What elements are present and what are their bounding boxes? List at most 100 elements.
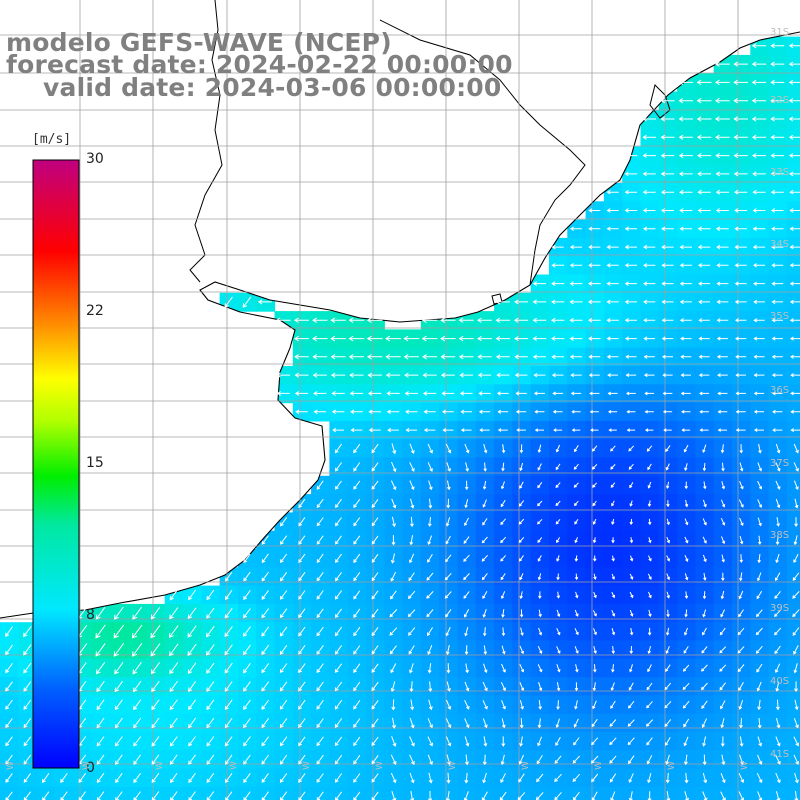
- wind-arrow: [538, 682, 543, 692]
- wind-arrow: [298, 608, 306, 619]
- wind-arrow: [463, 609, 470, 618]
- wind-arrow: [625, 391, 636, 396]
- wind-arrow: [793, 462, 799, 472]
- wind-arrow: [643, 318, 656, 323]
- wind-arrow: [483, 736, 488, 747]
- wind-arrow: [574, 573, 579, 581]
- wind-arrow: [661, 299, 674, 305]
- wind-cell: [786, 567, 800, 587]
- wind-arrow: [334, 754, 343, 765]
- wind-arrow: [313, 391, 327, 396]
- wind-arrow: [422, 391, 437, 396]
- wind-arrow: [629, 573, 634, 580]
- wind-arrow: [477, 372, 492, 378]
- wind-arrow: [243, 608, 251, 619]
- wind-arrow: [589, 391, 600, 396]
- wind-arrow: [679, 263, 692, 268]
- wind-arrow: [482, 518, 488, 526]
- wind-arrow: [790, 354, 800, 359]
- wind-cell: [786, 658, 800, 678]
- wind-arrow: [570, 226, 582, 231]
- wind-arrow: [697, 208, 711, 213]
- wind-arrow: [573, 482, 579, 488]
- wind-arrow: [537, 500, 543, 507]
- wind-arrow: [316, 681, 324, 692]
- wind-arrow: [751, 134, 767, 140]
- wind-arrow: [391, 717, 397, 729]
- wind-arrow: [279, 644, 288, 655]
- wind-arrow: [481, 554, 488, 562]
- wind-arrow: [187, 625, 197, 638]
- wind-arrow: [624, 171, 638, 177]
- wind-arrow: [316, 645, 324, 655]
- wind-arrow: [665, 646, 670, 654]
- wind-arrow: [353, 553, 361, 563]
- wind-arrow: [114, 699, 123, 711]
- wind-arrow: [556, 627, 561, 636]
- wind-arrow: [441, 409, 454, 414]
- wind-arrow: [610, 482, 616, 488]
- wind-arrow: [794, 498, 799, 509]
- wind-arrow: [224, 773, 233, 783]
- wind-arrow: [500, 481, 505, 490]
- wind-arrow: [757, 517, 762, 527]
- wind-arrow: [390, 480, 397, 491]
- wind-arrow: [606, 263, 619, 268]
- wind-arrow: [353, 608, 361, 618]
- wind-arrow: [756, 772, 763, 784]
- wind-arrow: [642, 171, 656, 177]
- wind-arrow: [464, 681, 470, 692]
- wind-arrow: [440, 372, 455, 378]
- wind-arrow: [224, 296, 233, 308]
- wind-arrow: [681, 409, 691, 414]
- wind-arrow: [684, 772, 689, 784]
- wind-arrow: [464, 443, 470, 454]
- wind-arrow: [739, 535, 744, 545]
- wind-arrow: [295, 409, 308, 415]
- wind-arrow: [188, 717, 197, 729]
- wind-arrow: [642, 116, 656, 122]
- wind-cell: [786, 585, 800, 605]
- model-title: modelo GEFS-WAVE (NCEP): [6, 28, 392, 57]
- wind-arrow: [698, 354, 710, 359]
- wind-arrow: [464, 699, 470, 710]
- wind-arrow: [428, 498, 433, 509]
- wind-arrow: [790, 428, 800, 433]
- wind-arrow: [733, 61, 748, 67]
- wind-arrow: [569, 299, 583, 305]
- wind-arrow: [716, 299, 729, 305]
- wind-arrow: [735, 336, 747, 341]
- wind-arrow: [371, 443, 379, 454]
- wind-arrow: [23, 681, 32, 692]
- wind-arrow: [647, 772, 652, 784]
- wind-arrow: [518, 518, 525, 525]
- wind-arrow: [427, 645, 433, 655]
- wind-arrow: [224, 717, 233, 729]
- wind-arrow: [678, 116, 693, 122]
- wind-arrow: [519, 663, 525, 673]
- wind-arrow: [628, 445, 635, 452]
- wind-arrow: [771, 299, 784, 305]
- wind-arrow: [353, 773, 361, 783]
- wind-arrow: [481, 573, 488, 581]
- wind-arrow: [243, 773, 251, 783]
- wind-arrow: [206, 589, 215, 601]
- wind-arrow: [555, 718, 560, 728]
- wind-arrow: [643, 263, 656, 268]
- wind-arrow: [739, 718, 743, 729]
- wind-arrow: [312, 335, 328, 342]
- wind-arrow: [261, 663, 270, 674]
- wind-arrow: [532, 336, 547, 342]
- latitude-label: 33S: [770, 167, 790, 178]
- wind-arrow: [735, 391, 746, 396]
- wind-arrow: [716, 354, 728, 359]
- wind-arrow: [463, 536, 470, 544]
- wind-cell: [512, 786, 532, 800]
- wind-arrow: [625, 373, 637, 378]
- wind-arrow: [737, 664, 745, 673]
- wind-arrow: [665, 445, 671, 453]
- wind-arrow: [758, 535, 762, 545]
- wind-arrow: [334, 718, 343, 728]
- wind-arrow: [409, 754, 415, 765]
- wind-arrow: [459, 372, 473, 378]
